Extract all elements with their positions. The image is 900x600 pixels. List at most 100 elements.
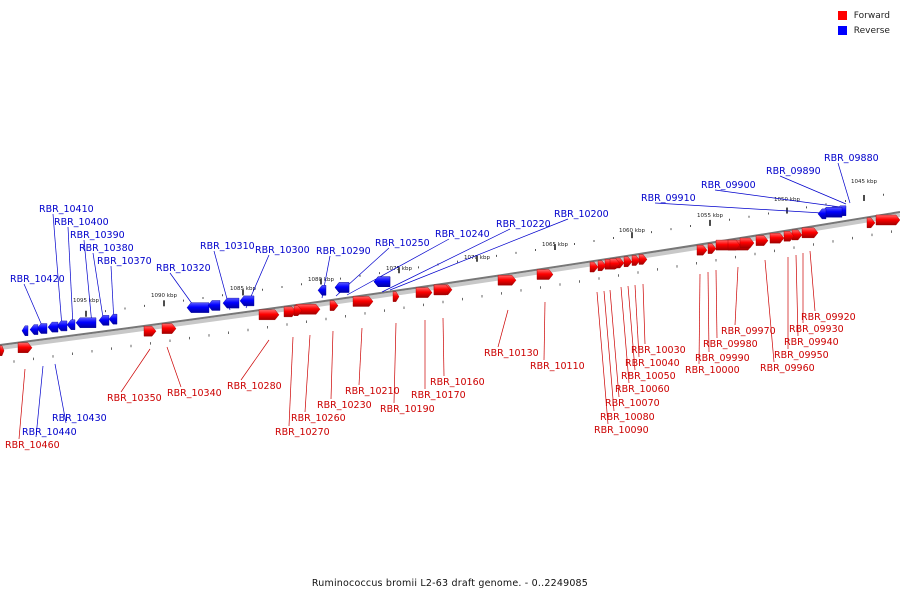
leader-line <box>698 273 701 365</box>
leader-line <box>620 286 630 384</box>
gene-label: RBR_10350 <box>107 393 162 404</box>
leader-line <box>393 322 397 404</box>
gene-label: RBR_09940 <box>784 337 839 348</box>
leader-line <box>609 289 620 398</box>
backbone-shadow <box>0 213 900 350</box>
leader-line <box>35 365 44 438</box>
gene-label: RBR_10110 <box>530 361 585 372</box>
gene-rbr_10210 <box>352 296 374 307</box>
leader-line <box>92 252 105 325</box>
gene-label: RBR_10190 <box>380 404 435 415</box>
gene-rbr_10340 <box>161 323 177 334</box>
leader-line <box>346 238 450 296</box>
gene-rbr_10420 <box>36 323 48 334</box>
gene-rbr_10410 <box>56 320 68 332</box>
gene-rbr_10430 <box>29 324 39 335</box>
reverse-label: Reverse <box>853 25 890 36</box>
gene-label: RBR_10430 <box>52 413 107 424</box>
leader-line <box>809 250 816 312</box>
reverse-swatch <box>837 26 847 35</box>
leader-line <box>596 291 609 425</box>
gene-feature <box>609 258 621 269</box>
gene-label: RBR_10040 <box>625 358 680 369</box>
gene-feature <box>739 237 755 249</box>
gene-rbr_10400 <box>66 319 76 330</box>
gene-label: RBR_10080 <box>600 412 655 423</box>
gene-rbr_10110 <box>536 269 554 280</box>
leader-line <box>83 239 93 326</box>
legend-forward: Forward <box>837 8 890 23</box>
leader-line <box>330 330 334 400</box>
gene-label: RBR_10200 <box>554 209 609 220</box>
leader-line <box>795 254 799 337</box>
scale-tick-label: 1055 kbp <box>697 213 723 219</box>
scale-tick-label: 1065 kbp <box>542 242 568 248</box>
gene-label: RBR_10170 <box>411 390 466 401</box>
legend-reverse: Reverse <box>837 23 890 38</box>
gene-features <box>0 205 900 356</box>
gene-feature <box>433 284 451 296</box>
forward-label: Forward <box>853 10 890 21</box>
gene-label: RBR_10250 <box>375 238 430 249</box>
leader-line <box>779 175 847 205</box>
gene-label: RBR_09880 <box>824 153 879 164</box>
gene-label: RBR_09920 <box>801 312 856 323</box>
gene-rbr_10440 <box>21 325 29 336</box>
leader-line <box>715 269 718 339</box>
leader-line <box>110 265 115 324</box>
gene-label: RBR_09890 <box>766 166 821 177</box>
gene-label: RBR_09930 <box>789 324 844 335</box>
gene-label: RBR_10000 <box>685 365 740 376</box>
gene-rbr_09910 <box>817 208 827 220</box>
gene-label: RBR_10220 <box>496 219 551 230</box>
gene-rbr_10350 <box>143 325 157 337</box>
gene-label: RBR_10380 <box>79 243 134 254</box>
gene-rbr_10300 <box>239 295 255 307</box>
genome-backbone <box>0 211 900 346</box>
gene-label: RBR_10400 <box>54 217 109 228</box>
gene-label: RBR_09990 <box>695 353 750 364</box>
leader-line <box>603 290 615 412</box>
leader-line <box>358 327 363 386</box>
gene-rbr_10250 <box>334 282 350 293</box>
gene-label: RBR_10340 <box>167 388 222 399</box>
gene-label: RBR_09970 <box>721 326 776 337</box>
gene-rbr_10170 <box>415 287 433 298</box>
gene-rbr_10320 <box>186 302 210 313</box>
gene-rbr_09960 <box>769 232 785 244</box>
gene-rbr_10030 <box>638 254 648 265</box>
gene-label: RBR_10270 <box>275 427 330 438</box>
gene-label: RBR_10370 <box>97 256 152 267</box>
gene-rbr_10190 <box>392 291 400 302</box>
gene-label: RBR_10240 <box>435 229 490 240</box>
gene-rbr_10220 <box>373 276 391 287</box>
forward-swatch <box>837 11 847 20</box>
gene-label: RBR_09980 <box>703 339 758 350</box>
leader-line <box>627 285 636 371</box>
leader-line <box>543 301 546 361</box>
gene-rbr_09950 <box>783 231 795 242</box>
gene-label: RBR_10130 <box>484 348 539 359</box>
gene-rbr_09930 <box>801 227 819 239</box>
gene-rbr_10130 <box>497 275 517 286</box>
gene-feature <box>875 214 900 226</box>
gene-rbr_10390 <box>75 317 97 328</box>
genome-caption: Ruminococcus bromii L2-63 draft genome. … <box>311 578 589 589</box>
leader-line <box>67 226 74 327</box>
gene-label: RBR_10090 <box>594 425 649 436</box>
leader-line <box>707 271 710 353</box>
gene-label: RBR_10310 <box>200 241 255 252</box>
scale-tick-label: 1075 kbp <box>386 266 412 272</box>
scale-tick-label: 1080 kbp <box>308 277 334 283</box>
scale-tick-label: 1045 kbp <box>851 179 877 185</box>
gene-rbr_10370 <box>108 313 118 325</box>
gene-label: RBR_10070 <box>605 398 660 409</box>
leader-line <box>166 346 182 388</box>
leader-line <box>18 368 26 440</box>
gene-rbr_10460 <box>17 342 33 353</box>
leader-line <box>634 284 640 358</box>
gene-label: RBR_10420 <box>10 274 65 285</box>
leader-line <box>642 283 646 345</box>
